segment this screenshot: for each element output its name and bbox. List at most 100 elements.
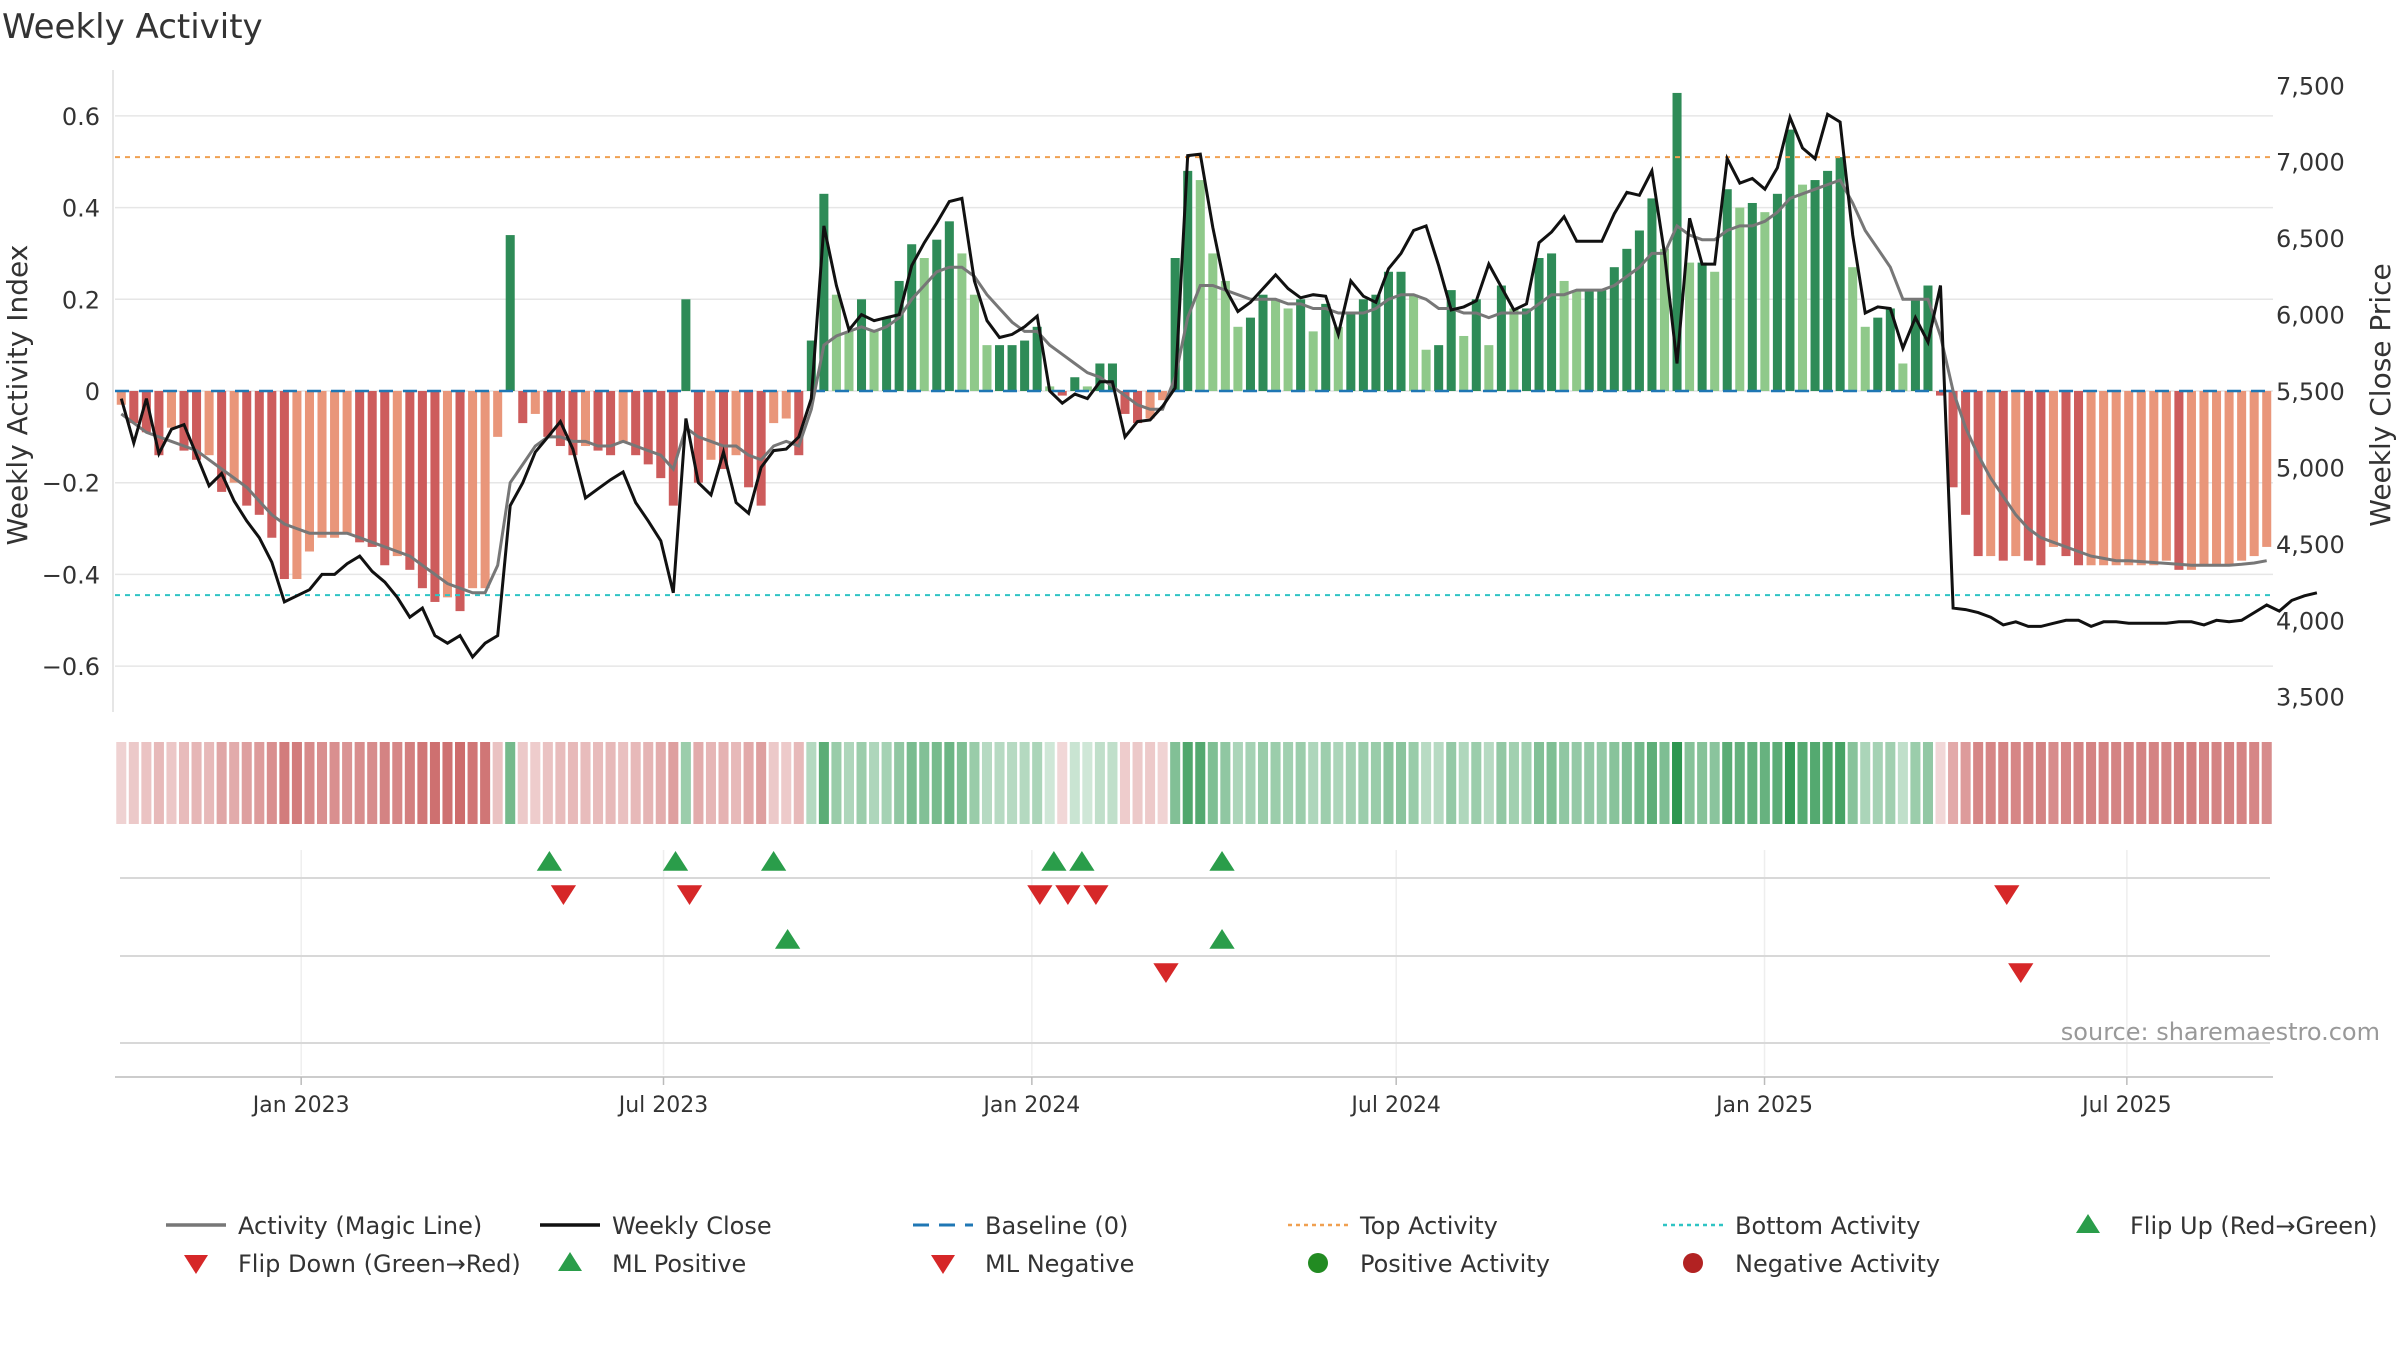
heat-cell xyxy=(1421,742,1432,824)
heat-cell xyxy=(831,742,842,824)
activity-bar xyxy=(1785,129,1795,391)
heat-cell xyxy=(1270,742,1281,824)
activity-bar xyxy=(2124,391,2134,566)
heat-cell xyxy=(254,742,265,824)
heat-cell xyxy=(2086,742,2097,824)
activity-bar xyxy=(1258,294,1268,391)
heat-cell xyxy=(505,742,516,824)
heat-cell xyxy=(2048,742,2059,824)
activity-bar xyxy=(982,345,992,391)
weekly-close-line xyxy=(119,111,2318,660)
heat-cell xyxy=(843,742,854,824)
heat-cell xyxy=(241,742,252,824)
heat-cell xyxy=(1684,742,1695,824)
activity-bar xyxy=(2086,391,2096,566)
heat-cell xyxy=(894,742,905,824)
flip-down-marker xyxy=(676,885,703,905)
heat-cell xyxy=(1069,742,1080,824)
heat-cell xyxy=(291,742,302,824)
heat-cell xyxy=(266,742,277,824)
heat-cell xyxy=(2060,742,2072,824)
heat-cell xyxy=(153,742,164,824)
activity-bar xyxy=(844,331,854,391)
heat-cell xyxy=(1797,742,1808,824)
heat-cell xyxy=(1722,742,1733,824)
heat-cell xyxy=(467,742,478,824)
heat-cell xyxy=(229,742,240,824)
activity-bar xyxy=(1973,391,1983,557)
activity-bar xyxy=(430,391,440,602)
activity-bar xyxy=(204,391,214,456)
heat-cell xyxy=(128,742,139,824)
flip-up-marker xyxy=(1209,851,1235,871)
activity-bar xyxy=(505,235,515,391)
activity-bar xyxy=(1559,280,1569,391)
activity-bar xyxy=(1020,340,1030,391)
activity-bar xyxy=(1998,391,2008,561)
heat-cell xyxy=(793,742,804,824)
heat-cell xyxy=(2123,742,2134,824)
legend-label: ML Positive xyxy=(612,1250,746,1278)
y-tick-label: 0.6 xyxy=(62,103,100,131)
activity-bar xyxy=(1747,202,1757,391)
heat-cell xyxy=(1145,742,1156,824)
activity-bar xyxy=(1509,308,1519,391)
activity-bar xyxy=(2174,391,2184,570)
activity-bar xyxy=(1471,299,1481,391)
heat-cell xyxy=(354,742,365,824)
heat-cell xyxy=(1007,742,1018,824)
heat-cell xyxy=(1672,742,1683,824)
activity-bar xyxy=(1057,391,1067,396)
heat-cell xyxy=(593,742,604,824)
heat-cell xyxy=(455,742,466,824)
activity-bar xyxy=(1672,92,1682,391)
activity-bar xyxy=(2224,391,2234,566)
x-tick-label: Jul 2023 xyxy=(617,1093,709,1118)
heat-cell xyxy=(1709,742,1720,824)
heat-cell xyxy=(1784,742,1795,824)
heat-cell xyxy=(2224,742,2235,824)
activity-bar xyxy=(455,391,465,612)
activity-bar xyxy=(681,299,691,391)
heat-cell xyxy=(1772,742,1783,824)
y-tick-label: −0.4 xyxy=(42,561,100,589)
activity-bar xyxy=(1133,391,1143,424)
heat-cell xyxy=(492,742,503,824)
activity-bar xyxy=(1823,170,1833,391)
y-tick-label: −0.2 xyxy=(42,470,100,498)
activity-bar xyxy=(1547,253,1557,391)
flip-down-marker xyxy=(550,885,577,905)
activity-bar xyxy=(1659,248,1670,391)
activity-bar xyxy=(229,391,239,483)
heat-cell xyxy=(530,742,541,824)
heat-cell xyxy=(1182,742,1193,824)
activity-bar xyxy=(1860,326,1870,391)
heat-cell xyxy=(367,742,378,824)
legend-label: Bottom Activity xyxy=(1735,1212,1920,1240)
activity-bar xyxy=(2023,391,2033,561)
activity-bar xyxy=(530,391,540,414)
heat-cell xyxy=(2035,742,2046,824)
heat-cell xyxy=(2236,742,2247,824)
activity-bar xyxy=(1271,299,1281,391)
heat-cell xyxy=(1973,742,1984,824)
activity-bar xyxy=(2136,391,2146,566)
activity-bar xyxy=(1735,207,1745,391)
activity-bar xyxy=(279,391,289,580)
activity-bar xyxy=(1722,189,1732,391)
heat-cell xyxy=(1170,742,1181,824)
heat-cell xyxy=(693,742,704,824)
heat-cell xyxy=(1458,742,1469,824)
activity-bar xyxy=(129,391,139,424)
activity-bar xyxy=(217,391,227,492)
heat-cell xyxy=(567,742,578,824)
heat-cell xyxy=(1207,742,1218,824)
activity-bar xyxy=(1346,313,1356,391)
heat-cell xyxy=(580,742,591,824)
activity-bar xyxy=(1459,335,1469,391)
activity-bar xyxy=(1484,345,1494,391)
activity-bar xyxy=(1622,248,1632,391)
heat-cell xyxy=(931,742,942,824)
heat-cell xyxy=(1534,742,1545,824)
heat-cell xyxy=(1446,742,1457,824)
